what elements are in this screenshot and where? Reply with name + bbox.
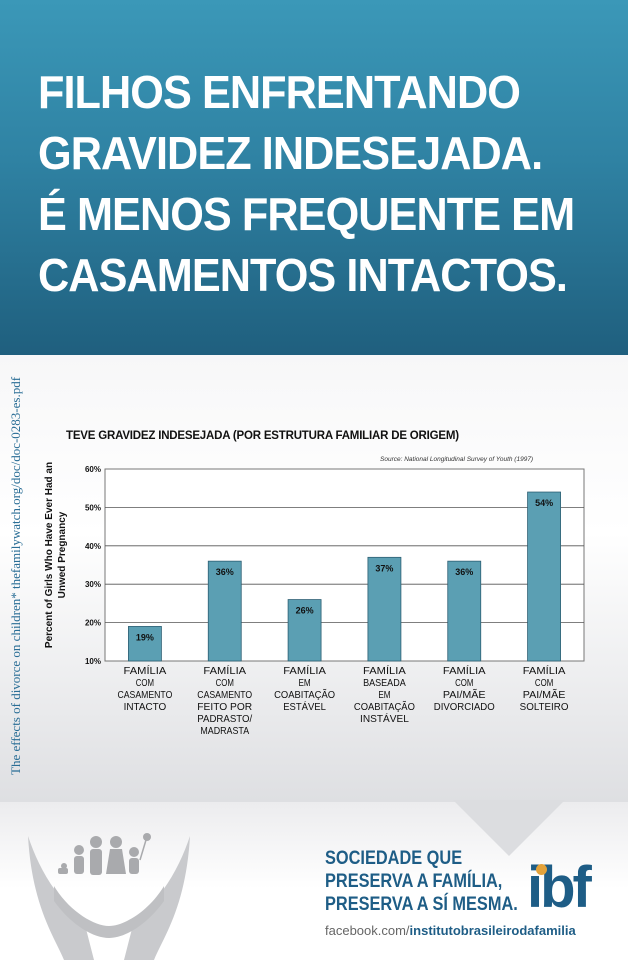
footer-arrow — [453, 800, 565, 856]
x-category-label: CASAMENTO — [197, 689, 252, 701]
x-category-label: CASAMENTO — [117, 689, 172, 701]
x-category-label: FAMÍLIA — [363, 664, 406, 677]
x-category-label: COM — [535, 677, 553, 689]
bar-data-label: 19% — [136, 632, 154, 642]
y-tick-label: 50% — [85, 503, 101, 512]
bar — [367, 556, 402, 662]
logo-dot — [536, 864, 547, 875]
x-category-label: DIVORCIADO — [434, 701, 495, 713]
bar-chart: 10%20%30%40%50%60%19%FAMÍLIACOMCASAMENTO… — [85, 465, 585, 737]
slogan: SOCIEDADE QUE PRESERVA A FAMÍLIA, PRESER… — [325, 847, 518, 916]
headline-line: GRAVIDEZ INDESEJADA. — [38, 127, 543, 179]
x-category-label: COM — [216, 677, 234, 689]
bar — [287, 599, 322, 662]
x-category-label: EM — [298, 677, 310, 689]
x-category-label: EM — [378, 689, 390, 701]
x-category-label: COM — [455, 677, 473, 689]
x-category-label: MADRASTA — [200, 725, 249, 737]
header-band — [0, 0, 628, 355]
y-tick-label: 40% — [85, 542, 101, 551]
headline: FILHOS ENFRENTANDO GRAVIDEZ INDESEJADA. … — [38, 62, 583, 306]
chart-title: TEVE GRAVIDEZ INDESEJADA (POR ESTRUTURA … — [66, 430, 459, 442]
headline-line: FILHOS ENFRENTANDO — [38, 66, 521, 118]
x-category-label: COABITAÇÃO — [354, 700, 415, 713]
facebook-link-prefix: facebook.com/ — [325, 923, 410, 938]
ibf-logo: ibf — [527, 855, 592, 920]
headline-line: CASAMENTOS INTACTOS. — [38, 249, 568, 301]
bar-data-label: 26% — [296, 606, 314, 616]
x-category-label: FAMÍLIA — [203, 664, 246, 677]
x-category-label: PADRASTO/ — [197, 713, 252, 725]
x-category-label: PAI/MÃE — [443, 688, 486, 701]
y-tick-label: 20% — [85, 619, 101, 628]
x-category-label: BASEADA — [363, 677, 406, 689]
x-category-label: FAMÍLIA — [523, 664, 566, 677]
bar — [128, 626, 162, 662]
slogan-line: PRESERVA A SÍ MESMA. — [325, 894, 518, 915]
x-category-label: PAI/MÃE — [523, 688, 566, 701]
y-tick-label: 60% — [85, 465, 101, 474]
headline-line: É MENOS FREQUENTE EM — [38, 188, 575, 240]
bar-data-label: 37% — [375, 563, 393, 573]
x-category-label: INSTÁVEL — [360, 712, 409, 725]
bar-data-label: 36% — [216, 567, 234, 577]
x-category-label: FAMÍLIA — [124, 664, 167, 677]
x-category-label: FEITO POR — [197, 701, 252, 713]
x-category-label: INTACTO — [124, 701, 167, 713]
facebook-link[interactable]: facebook.com/institutobrasileirodafamili… — [325, 923, 576, 938]
chart-source: Source: National Longitudinal Survey of … — [380, 456, 534, 463]
x-category-label: ESTÁVEL — [283, 700, 326, 713]
x-category-label: SOLTEIRO — [520, 701, 569, 713]
slogan-line: PRESERVA A FAMÍLIA, — [325, 871, 503, 892]
x-category-label: COM — [136, 677, 154, 689]
x-category-label: FAMÍLIA — [443, 664, 486, 677]
logo-text: ibf — [527, 855, 592, 920]
x-category-label: COABITAÇÃO — [274, 688, 335, 701]
bar — [447, 560, 482, 662]
bar-data-label: 36% — [455, 567, 473, 577]
bar-data-label: 54% — [535, 498, 553, 508]
y-tick-label: 30% — [85, 580, 101, 589]
y-tick-label: 10% — [85, 657, 101, 666]
x-category-label: FAMÍLIA — [283, 664, 326, 677]
facebook-link-handle: institutobrasileirodafamilia — [409, 923, 576, 938]
bar — [207, 560, 242, 662]
family-in-hands-icon — [28, 833, 190, 960]
plot-area — [104, 468, 585, 662]
bar — [527, 491, 561, 662]
slogan-line: SOCIEDADE QUE — [325, 848, 463, 869]
